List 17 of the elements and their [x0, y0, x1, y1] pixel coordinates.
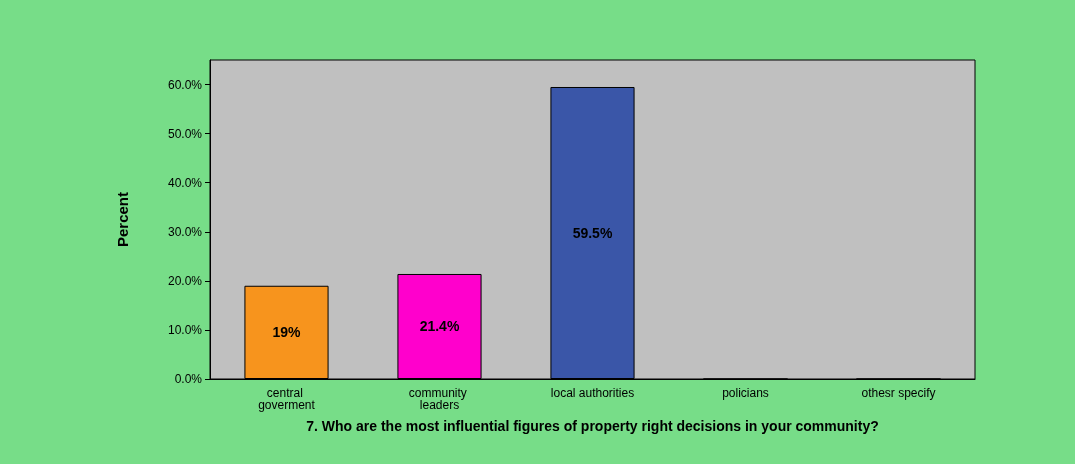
y-tick-label: 50.0%: [167, 126, 203, 141]
x-axis-title: 7. Who are the most influential figures of property right decisions in your community?: [306, 418, 879, 434]
x-tick-label: local authorities: [550, 386, 635, 400]
x-tick-label: othesr specify: [861, 386, 936, 400]
y-tick-label: 20.0%: [167, 273, 203, 288]
y-tick-label: 60.0%: [167, 77, 203, 92]
y-tick-label: 30.0%: [167, 224, 203, 239]
data-label: 59.5%: [572, 225, 613, 241]
x-tick-label: community leaders: [408, 386, 471, 412]
y-tick-label: 10.0%: [167, 322, 203, 337]
data-label: 19%: [272, 324, 302, 341]
y-axis-title: Percent: [114, 191, 131, 248]
x-tick-label: central goverment: [258, 386, 316, 412]
y-tick-label: 0.0%: [174, 372, 203, 386]
x-tick-label: policians: [722, 386, 769, 400]
y-tick-label: 40.0%: [167, 175, 203, 190]
data-label: 21.4%: [419, 318, 460, 335]
